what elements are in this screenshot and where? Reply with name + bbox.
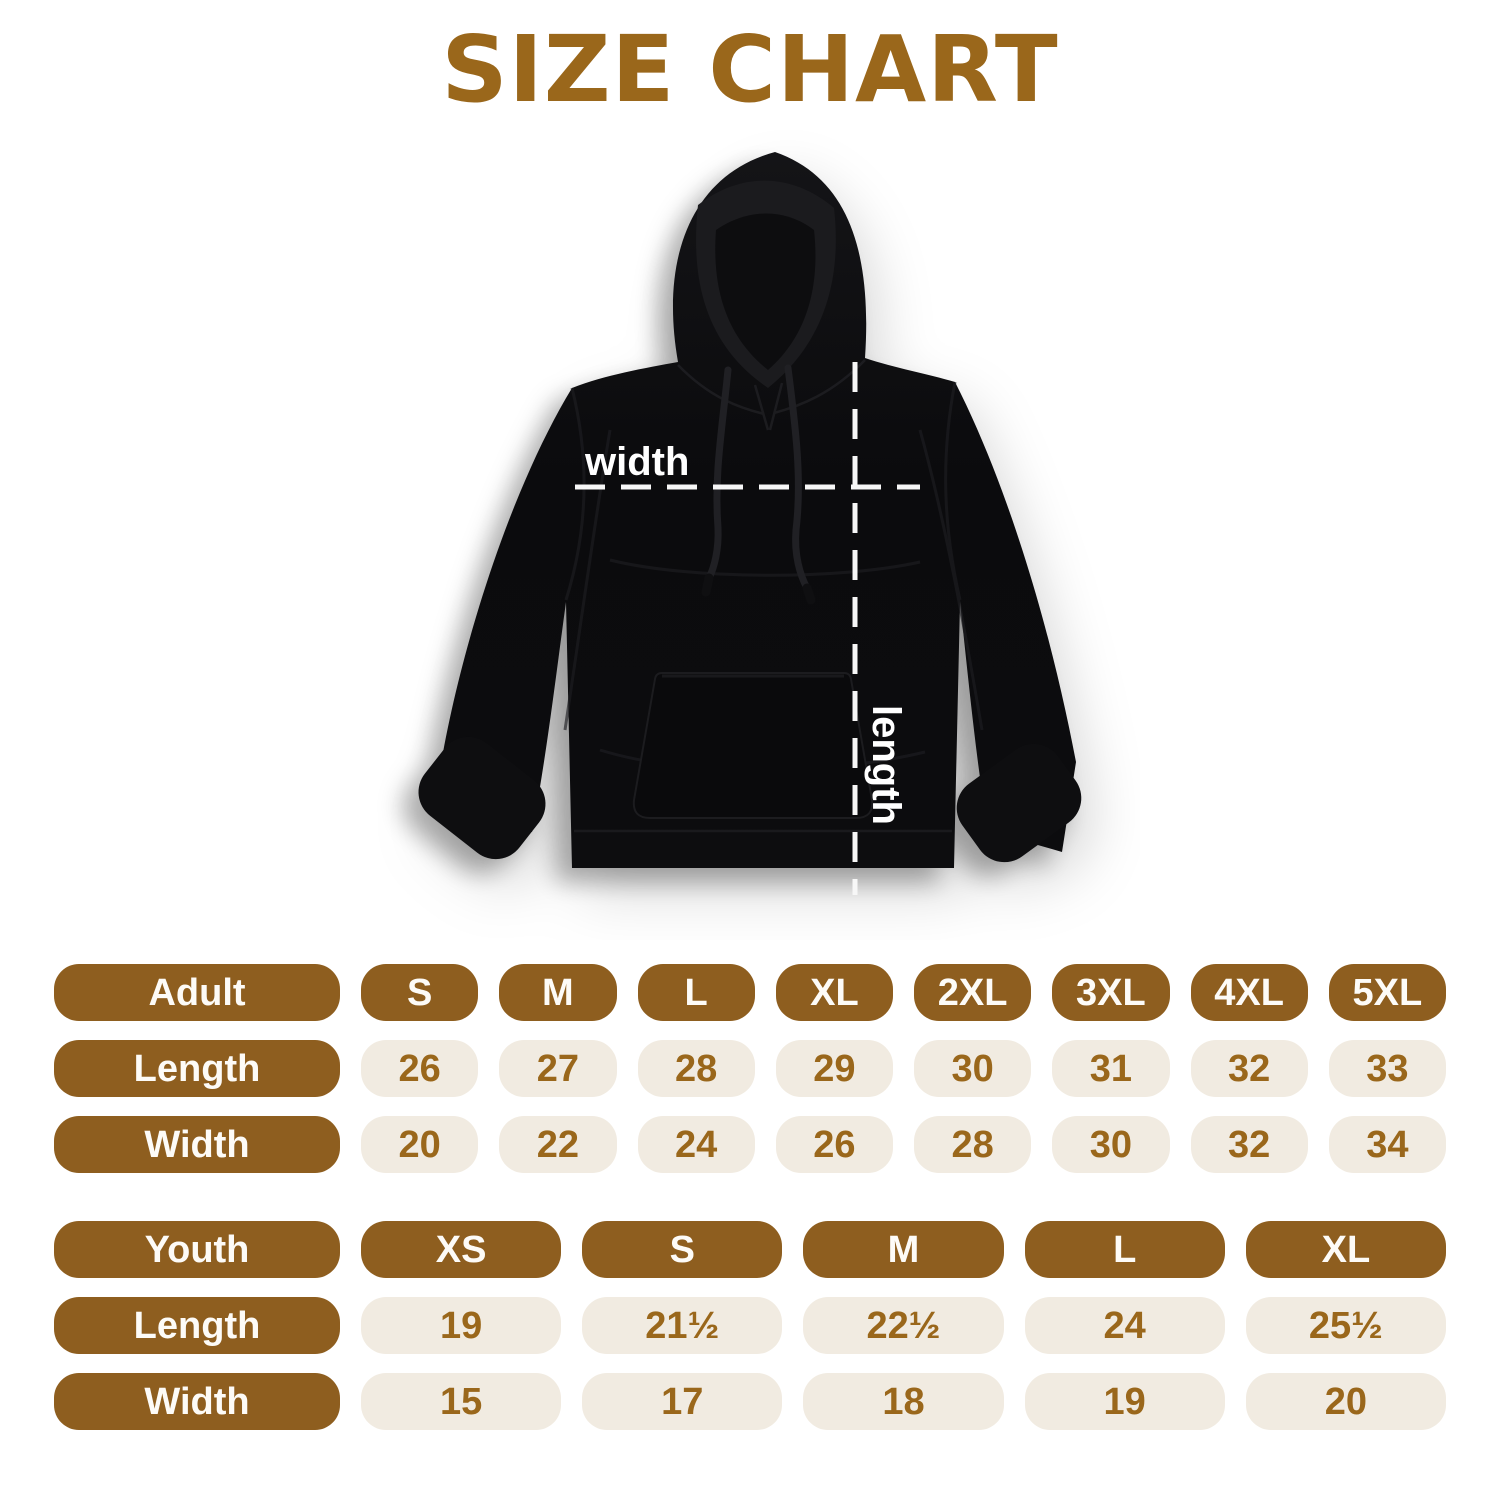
value-pill: 31 [1052, 1040, 1170, 1097]
value-pill: 15 [361, 1373, 562, 1430]
drawstring-aglets [701, 573, 816, 605]
value-pill: 30 [1052, 1116, 1170, 1173]
size-header-pill: L [1024, 1221, 1225, 1278]
value-pill: 19 [1024, 1373, 1225, 1430]
value-pill: 33 [1328, 1040, 1446, 1097]
value-pill: 22 [499, 1116, 617, 1173]
category-pill: Adult [54, 964, 340, 1021]
hoodie-illustration [418, 152, 1082, 868]
category-pill: Youth [54, 1221, 340, 1278]
page-title: SIZE CHART [441, 16, 1059, 123]
row-label-pill: Length [54, 1297, 340, 1354]
value-pill: 32 [1190, 1116, 1308, 1173]
header-row: Youth XS S M L XL [54, 1221, 1446, 1278]
table-row: Width 20 22 24 26 28 30 32 34 [54, 1116, 1446, 1173]
hoodie-measurement-diagram: width length [360, 130, 1140, 940]
length-label: length [864, 705, 908, 825]
value-pill: 25½ [1245, 1297, 1446, 1354]
size-header-pill: S [361, 964, 479, 1021]
size-header-pill: S [582, 1221, 783, 1278]
value-pill: 17 [582, 1373, 783, 1430]
value-pill: 21½ [582, 1297, 783, 1354]
value-pill: 24 [637, 1116, 755, 1173]
hoodie-silhouette [440, 152, 1076, 868]
row-label-pill: Width [54, 1373, 340, 1430]
size-header-pill: XL [775, 964, 893, 1021]
size-header-pill: 5XL [1328, 964, 1446, 1021]
table-row: Width 15 17 18 19 20 [54, 1373, 1446, 1430]
drawstrings [705, 364, 811, 592]
size-header-pill: L [637, 964, 755, 1021]
value-pill: 30 [914, 1040, 1032, 1097]
adult-size-table: Adult S M L XL 2XL 3XL 4XL 5XL Length 26 27 28 29 30 31… [54, 964, 1446, 1173]
value-pill: 18 [803, 1373, 1004, 1430]
value-pill: 34 [1328, 1116, 1446, 1173]
value-pill: 29 [775, 1040, 893, 1097]
value-pill: 32 [1190, 1040, 1308, 1097]
size-header-pill: M [499, 964, 617, 1021]
value-pill: 26 [775, 1116, 893, 1173]
value-pill: 28 [637, 1040, 755, 1097]
table-row: Length 26 27 28 29 30 31 32 33 [54, 1040, 1446, 1097]
size-header-pill: 4XL [1190, 964, 1308, 1021]
right-cuff [956, 743, 1082, 863]
hood-lining-shadow [715, 213, 816, 370]
header-row: Adult S M L XL 2XL 3XL 4XL 5XL [54, 964, 1446, 1021]
measurement-annotations: width length [575, 362, 920, 895]
hoodie-graphic: width length [418, 152, 1082, 895]
value-pill: 26 [361, 1040, 479, 1097]
size-header-pill: XL [1245, 1221, 1446, 1278]
row-label-pill: Width [54, 1116, 340, 1173]
value-pill: 28 [914, 1116, 1032, 1173]
value-pill: 27 [499, 1040, 617, 1097]
value-pill: 24 [1024, 1297, 1225, 1354]
left-cuff [418, 736, 546, 860]
kangaroo-pocket [632, 672, 874, 819]
width-label: width [584, 440, 689, 484]
size-header-pill: XS [361, 1221, 562, 1278]
size-header-pill: 3XL [1052, 964, 1170, 1021]
row-label-pill: Length [54, 1040, 340, 1097]
youth-size-table: Youth XS S M L XL Length 19 21½ 22½ 24 25½ Width 15 17… [54, 1221, 1446, 1430]
size-header-pill: M [803, 1221, 1004, 1278]
value-pill: 20 [1245, 1373, 1446, 1430]
hem-band [572, 830, 954, 868]
size-header-pill: 2XL [914, 964, 1032, 1021]
value-pill: 20 [361, 1116, 479, 1173]
value-pill: 22½ [803, 1297, 1004, 1354]
table-row: Length 19 21½ 22½ 24 25½ [54, 1297, 1446, 1354]
value-pill: 19 [361, 1297, 562, 1354]
